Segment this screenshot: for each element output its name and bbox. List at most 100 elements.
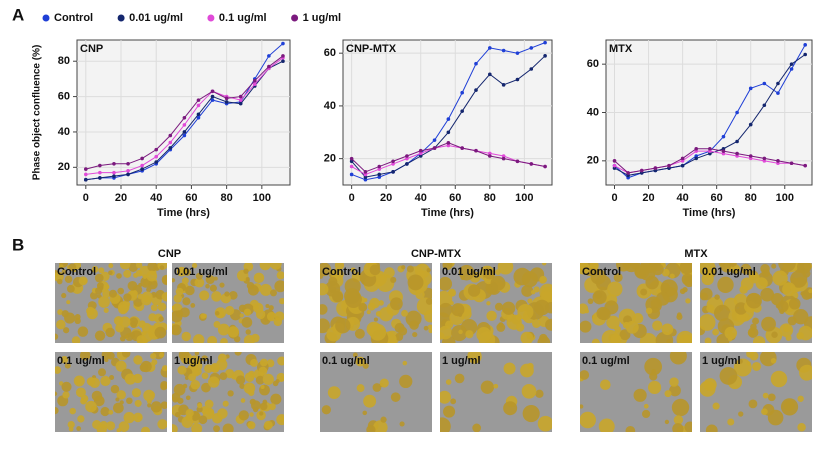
data-point bbox=[363, 175, 368, 179]
data-point bbox=[126, 169, 130, 173]
cell-cluster bbox=[771, 263, 777, 269]
data-point bbox=[460, 90, 464, 95]
cell-cluster bbox=[108, 409, 114, 415]
data-point bbox=[112, 170, 116, 175]
data-point bbox=[694, 156, 699, 161]
cell-cluster bbox=[205, 274, 215, 285]
cell-cluster bbox=[239, 313, 244, 318]
data-point bbox=[252, 82, 257, 87]
micrograph: 0.1 ug/ml bbox=[55, 352, 167, 432]
group-title: CNP-MTX bbox=[411, 248, 462, 260]
y-tick-label: 60 bbox=[324, 47, 336, 59]
cell-cluster bbox=[86, 377, 96, 386]
cell-cluster bbox=[275, 379, 280, 384]
cell-cluster bbox=[761, 268, 770, 278]
cell-cluster bbox=[493, 383, 499, 389]
cell-cluster bbox=[320, 304, 328, 315]
micrograph: 0.01 ug/ml bbox=[440, 263, 552, 343]
cell-cluster bbox=[761, 408, 768, 416]
cell-cluster bbox=[738, 411, 744, 417]
data-point bbox=[639, 168, 644, 173]
y-tick-label: 60 bbox=[587, 58, 599, 70]
cell-cluster bbox=[790, 270, 808, 288]
cell-cluster bbox=[231, 374, 237, 380]
cell-cluster bbox=[467, 284, 481, 297]
cell-cluster bbox=[123, 269, 132, 278]
cell-cluster bbox=[222, 400, 229, 407]
cell-cluster bbox=[98, 296, 110, 308]
cells bbox=[55, 352, 167, 432]
cell-cluster bbox=[181, 277, 189, 285]
cell-cluster bbox=[121, 352, 131, 358]
cell-cluster bbox=[175, 287, 184, 296]
cell-cluster bbox=[142, 274, 148, 279]
data-point bbox=[803, 163, 807, 168]
cell-cluster bbox=[178, 352, 190, 361]
cell-cluster bbox=[148, 313, 157, 322]
cell-cluster bbox=[55, 391, 58, 396]
cell-cluster bbox=[427, 324, 432, 331]
cell-cluster bbox=[440, 302, 453, 318]
cell-cluster bbox=[228, 290, 238, 300]
cell-cluster bbox=[664, 390, 672, 398]
x-tick-label: 20 bbox=[642, 192, 654, 204]
cell-cluster bbox=[116, 428, 122, 432]
chart-title: CNP bbox=[80, 43, 103, 55]
cell-cluster bbox=[366, 310, 371, 315]
panel-label: A bbox=[12, 5, 24, 24]
cell-cluster bbox=[358, 302, 368, 312]
cell-cluster bbox=[458, 329, 463, 335]
data-point bbox=[762, 156, 767, 161]
data-point bbox=[281, 41, 285, 46]
cell-cluster bbox=[107, 352, 115, 360]
cell-cluster bbox=[460, 275, 466, 280]
cell-cluster bbox=[177, 397, 184, 404]
data-point bbox=[680, 156, 685, 161]
x-tick-label: 100 bbox=[776, 192, 794, 204]
data-point bbox=[515, 77, 520, 82]
cell-cluster bbox=[503, 401, 518, 416]
cell-cluster bbox=[214, 307, 226, 319]
cell-cluster bbox=[100, 375, 111, 387]
cell-cluster bbox=[760, 287, 775, 302]
cell-cluster bbox=[116, 273, 122, 279]
cell-cluster bbox=[522, 404, 540, 423]
data-point bbox=[267, 64, 271, 69]
data-point bbox=[168, 133, 173, 138]
data-point bbox=[474, 148, 478, 153]
cell-cluster bbox=[669, 384, 681, 397]
data-point bbox=[776, 159, 780, 163]
cell-cluster bbox=[580, 370, 590, 380]
cell-cluster bbox=[616, 263, 631, 272]
cell-cluster bbox=[588, 268, 598, 277]
cells bbox=[440, 263, 552, 343]
data-point bbox=[432, 138, 437, 142]
cell-cluster bbox=[671, 398, 690, 417]
cell-cluster bbox=[241, 317, 253, 328]
cell-cluster bbox=[366, 425, 376, 432]
data-point bbox=[735, 110, 739, 115]
cell-cluster bbox=[227, 326, 240, 338]
cell-cluster bbox=[324, 281, 341, 297]
cell-cluster bbox=[390, 297, 403, 311]
y-tick-label: 20 bbox=[324, 153, 336, 165]
cell-cluster bbox=[799, 364, 812, 381]
cell-cluster bbox=[199, 290, 210, 301]
data-point bbox=[391, 170, 395, 174]
data-point bbox=[349, 164, 354, 169]
cell-cluster bbox=[645, 275, 659, 290]
cell-cluster bbox=[259, 263, 271, 271]
cell-cluster bbox=[172, 424, 178, 432]
cell-cluster bbox=[66, 300, 71, 305]
cell-cluster bbox=[335, 318, 351, 334]
cell-cluster bbox=[673, 415, 684, 425]
cell-cluster bbox=[600, 379, 611, 391]
cell-cluster bbox=[661, 323, 674, 336]
cell-cluster bbox=[728, 263, 737, 267]
cell-cluster bbox=[613, 272, 623, 283]
cell-cluster bbox=[266, 311, 277, 322]
cell-cluster bbox=[717, 276, 734, 294]
cell-cluster bbox=[643, 403, 649, 409]
cell-cluster bbox=[102, 289, 111, 299]
cell-cluster bbox=[260, 384, 265, 390]
